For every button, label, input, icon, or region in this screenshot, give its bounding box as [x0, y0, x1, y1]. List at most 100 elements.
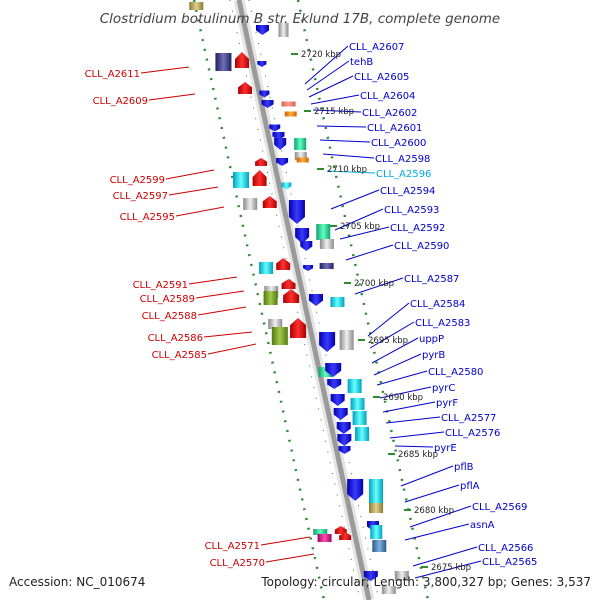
gene-label-CLL_A2607[interactable]: CLL_A2607 — [349, 42, 404, 53]
gene-label-CLL_A2576[interactable]: CLL_A2576 — [445, 428, 500, 439]
gene-label-CLL_A2566[interactable]: CLL_A2566 — [478, 543, 533, 554]
gene-feature-65[interactable] — [339, 532, 352, 540]
gene-label-CLL_A2565[interactable]: CLL_A2565 — [482, 557, 537, 568]
gene-feature-13[interactable] — [274, 138, 287, 150]
gene-label-pyrE[interactable]: pyrE — [434, 443, 457, 454]
gene-feature-39[interactable] — [268, 319, 283, 329]
gene-feature-31[interactable] — [303, 265, 314, 271]
gene-label-CLL_A2588[interactable]: CLL_A2588 — [142, 311, 197, 322]
gene-feature-51[interactable] — [352, 411, 367, 425]
gene-feature-64[interactable] — [334, 526, 347, 534]
gene-feature-36[interactable] — [263, 291, 278, 305]
gene-label-CLL_A2611[interactable]: CLL_A2611 — [85, 69, 140, 80]
gene-label-CLL_A2601[interactable]: CLL_A2601 — [367, 123, 422, 134]
gene-label-CLL_A2591[interactable]: CLL_A2591 — [133, 280, 188, 291]
gene-feature-16[interactable] — [296, 157, 309, 163]
gene-feature-24[interactable] — [288, 200, 305, 224]
gene-feature-18[interactable] — [255, 158, 268, 166]
gene-label-CLL_A2571[interactable]: CLL_A2571 — [205, 541, 260, 552]
gene-feature-22[interactable] — [243, 198, 258, 210]
gene-feature-57[interactable] — [369, 479, 384, 509]
gene-feature-25[interactable] — [316, 224, 331, 240]
gene-label-CLL_A2593[interactable]: CLL_A2593 — [384, 205, 439, 216]
gene-feature-53[interactable] — [355, 427, 370, 441]
gene-feature-20[interactable] — [252, 170, 267, 186]
gene-feature-33[interactable] — [281, 279, 296, 289]
gene-label-CLL_A2569[interactable]: CLL_A2569 — [472, 502, 527, 513]
gene-label-CLL_A2596[interactable]: CLL_A2596 — [376, 169, 431, 180]
gene-label-CLL_A2598[interactable]: CLL_A2598 — [375, 154, 430, 165]
gene-feature-38[interactable] — [330, 297, 345, 307]
gene-feature-14[interactable] — [294, 138, 307, 150]
gene-feature-23[interactable] — [262, 196, 277, 208]
gene-feature-5[interactable] — [235, 52, 249, 68]
gene-label-CLL_A2597[interactable]: CLL_A2597 — [113, 191, 168, 202]
gene-label-CLL_A2580[interactable]: CLL_A2580 — [428, 367, 483, 378]
gene-feature-44[interactable] — [318, 367, 333, 377]
gene-label-CLL_A2599[interactable]: CLL_A2599 — [110, 175, 165, 186]
gene-label-CLL_A2594[interactable]: CLL_A2594 — [380, 186, 435, 197]
gene-feature-60[interactable] — [370, 525, 383, 539]
gene-label-CLL_A2585[interactable]: CLL_A2585 — [152, 350, 207, 361]
gene-feature-7[interactable] — [259, 90, 270, 98]
gene-label-CLL_A2570[interactable]: CLL_A2570 — [210, 558, 265, 569]
gene-feature-46[interactable] — [327, 379, 342, 389]
gene-feature-35[interactable] — [283, 289, 300, 303]
gene-feature-11[interactable] — [269, 124, 281, 132]
gene-label-CLL_A2586[interactable]: CLL_A2586 — [148, 333, 203, 344]
gene-feature-41[interactable] — [271, 327, 288, 345]
gene-label-uppP[interactable]: uppP — [419, 334, 444, 345]
gene-feature-21[interactable] — [281, 182, 292, 190]
gene-feature-67[interactable] — [394, 571, 409, 581]
gene-feature-10[interactable] — [284, 111, 297, 117]
gene-label-pyrB[interactable]: pyrB — [422, 350, 445, 361]
gene-feature-45[interactable] — [325, 363, 342, 377]
gene-label-pflB[interactable]: pflB — [454, 462, 474, 473]
gene-feature-55[interactable] — [338, 446, 351, 454]
gene-label-CLL_A2589[interactable]: CLL_A2589 — [140, 294, 195, 305]
gene-feature-1[interactable] — [278, 23, 289, 37]
gene-label-CLL_A2583[interactable]: CLL_A2583 — [415, 318, 470, 329]
gene-label-CLL_A2584[interactable]: CLL_A2584 — [410, 299, 465, 310]
gene-feature-48[interactable] — [330, 394, 345, 406]
gene-label-CLL_A2609[interactable]: CLL_A2609 — [93, 96, 148, 107]
gene-feature-27[interactable] — [319, 239, 334, 249]
gene-feature-30[interactable] — [276, 258, 291, 270]
gene-feature-28[interactable] — [300, 241, 313, 251]
gene-feature-6[interactable] — [238, 82, 253, 94]
gene-label-CLL_A2605[interactable]: CLL_A2605 — [354, 72, 409, 83]
gene-label-pyrC[interactable]: pyrC — [432, 383, 455, 394]
gene-feature-3[interactable] — [257, 61, 267, 67]
gene-feature-54[interactable] — [337, 434, 352, 446]
gene-feature-2[interactable] — [189, 2, 204, 10]
gene-feature-29[interactable] — [259, 262, 274, 274]
gene-feature-68[interactable] — [381, 586, 396, 594]
gene-feature-50[interactable] — [333, 408, 348, 420]
gene-feature-37[interactable] — [309, 294, 323, 306]
gene-label-CLL_A2600[interactable]: CLL_A2600 — [371, 138, 426, 149]
gene-label-tehB[interactable]: tehB — [350, 57, 373, 68]
gene-feature-4[interactable] — [215, 53, 232, 71]
gene-feature-61[interactable] — [372, 540, 387, 552]
gene-feature-8[interactable] — [261, 100, 274, 108]
gene-feature-40[interactable] — [290, 318, 307, 338]
gene-feature-52[interactable] — [336, 422, 351, 434]
gene-feature-49[interactable] — [350, 398, 365, 410]
gene-feature-58[interactable] — [369, 503, 384, 513]
gene-feature-26[interactable] — [295, 228, 310, 244]
gene-feature-15[interactable] — [294, 152, 307, 160]
gene-feature-56[interactable] — [347, 479, 364, 501]
gene-feature-43[interactable] — [339, 330, 354, 350]
gene-label-CLL_A2602[interactable]: CLL_A2602 — [362, 108, 417, 119]
gene-label-CLL_A2604[interactable]: CLL_A2604 — [360, 91, 415, 102]
gene-feature-63[interactable] — [317, 534, 332, 542]
gene-label-pflA[interactable]: pflA — [460, 481, 480, 492]
gene-feature-47[interactable] — [347, 379, 362, 393]
gene-feature-66[interactable] — [363, 571, 378, 581]
gene-label-CLL_A2587[interactable]: CLL_A2587 — [404, 274, 459, 285]
gene-feature-0[interactable] — [256, 25, 269, 35]
gene-label-CLL_A2595[interactable]: CLL_A2595 — [120, 212, 175, 223]
gene-feature-62[interactable] — [313, 529, 328, 535]
gene-feature-19[interactable] — [233, 172, 249, 188]
gene-label-CLL_A2592[interactable]: CLL_A2592 — [390, 223, 445, 234]
